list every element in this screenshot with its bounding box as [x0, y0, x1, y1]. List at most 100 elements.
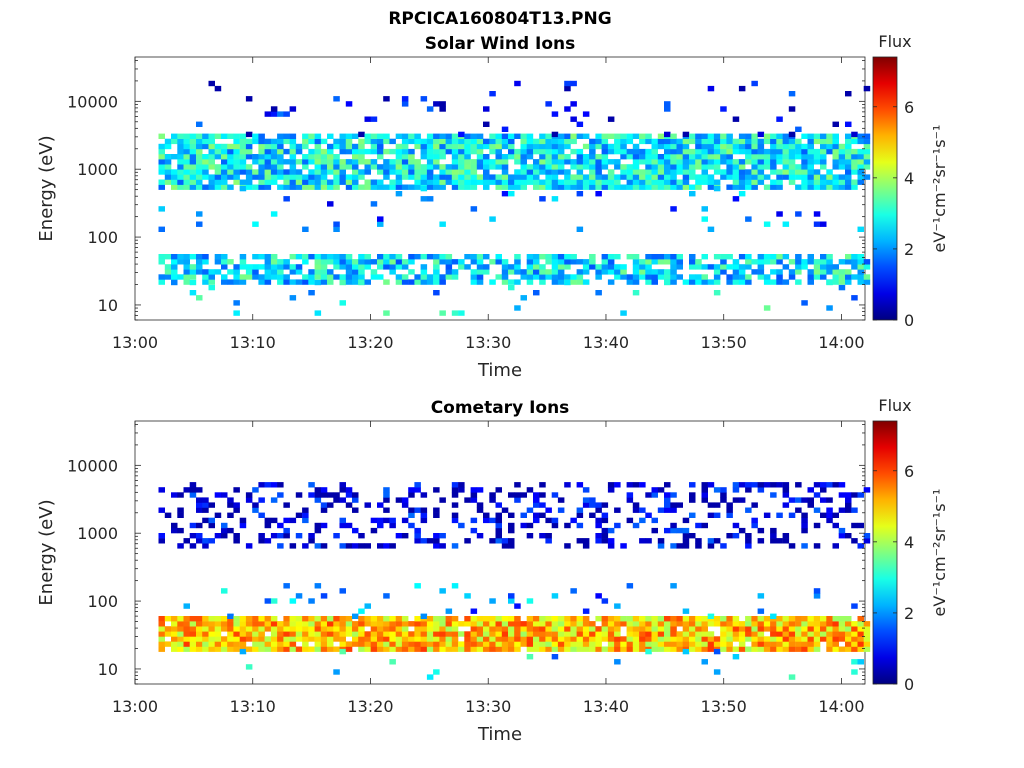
heatmap-cell: [632, 148, 640, 155]
heatmap-cell: [277, 636, 284, 642]
heatmap-cell: [501, 641, 509, 647]
heatmap-cell: [726, 254, 733, 260]
heatmap-cell: [327, 621, 334, 627]
heatmap-cell: [645, 254, 652, 260]
heatmap-cell: [408, 646, 415, 652]
heatmap-cell: [682, 543, 690, 549]
heatmap-cell: [639, 169, 646, 175]
heatmap-cell: [763, 138, 771, 145]
heatmap-cell: [845, 91, 852, 97]
heatmap-cell: [564, 264, 571, 270]
heatmap-cell: [483, 512, 490, 518]
heatmap-cell: [445, 143, 453, 150]
heatmap-cell: [401, 154, 409, 160]
heatmap-cell: [395, 616, 403, 622]
heatmap-cell: [751, 159, 758, 165]
heatmap-cell: [701, 264, 708, 270]
heatmap-cell: [420, 631, 428, 637]
heatmap-cell: [470, 164, 478, 170]
x-tick-label: 13:20: [347, 697, 393, 716]
heatmap-cell: [551, 626, 559, 632]
heatmap-cell: [252, 636, 259, 642]
heatmap-cell: [551, 174, 559, 180]
heatmap-cell: [820, 179, 827, 185]
heatmap-cell: [483, 106, 490, 112]
heatmap-cell: [395, 646, 403, 652]
heatmap-cell: [726, 138, 733, 145]
heatmap-cell: [826, 636, 833, 642]
heatmap-cell: [383, 517, 390, 524]
heatmap-cell: [626, 184, 634, 190]
heatmap-cell: [289, 143, 297, 150]
heatmap-cell: [607, 133, 615, 139]
heatmap-cell: [689, 169, 696, 175]
heatmap-cell: [158, 631, 165, 637]
heatmap-cell: [639, 274, 646, 280]
heatmap-cell: [458, 621, 465, 627]
heatmap-cell: [252, 641, 259, 647]
heatmap-cell: [501, 191, 509, 197]
heatmap-cell: [682, 148, 690, 155]
heatmap-cell: [813, 636, 821, 642]
heatmap-cell: [607, 487, 615, 493]
heatmap-cell: [838, 482, 846, 488]
heatmap-cell: [807, 174, 814, 180]
heatmap-cell: [526, 274, 534, 280]
heatmap-cell: [620, 148, 627, 155]
heatmap-cell: [533, 274, 540, 280]
heatmap-cell: [495, 538, 502, 544]
heatmap-cell: [295, 646, 303, 652]
heatmap-cell: [682, 179, 690, 185]
heatmap-cell: [476, 269, 484, 275]
heatmap-cell: [208, 174, 215, 180]
heatmap-cell: [695, 184, 702, 190]
heatmap-cell: [327, 636, 334, 642]
heatmap-cell: [682, 143, 690, 150]
heatmap-cell: [645, 512, 652, 518]
heatmap-cell: [414, 164, 421, 170]
heatmap-cell: [196, 636, 203, 642]
heatmap-cell: [539, 133, 546, 139]
heatmap-cell: [445, 646, 453, 652]
heatmap-cell: [863, 641, 871, 647]
heatmap-cell: [239, 648, 247, 655]
heatmap-cell: [526, 616, 534, 622]
heatmap-cell: [651, 279, 658, 285]
heatmap-cell: [776, 621, 783, 627]
heatmap-cell: [202, 159, 209, 165]
heatmap-cell: [745, 254, 752, 260]
heatmap-cell: [639, 154, 646, 160]
heatmap-cell: [177, 543, 184, 549]
heatmap-cell: [208, 631, 215, 637]
y-tick-label: 1000: [77, 524, 118, 543]
heatmap-cell: [177, 154, 184, 160]
heatmap-cell: [564, 626, 571, 632]
heatmap-cell: [545, 538, 552, 544]
heatmap-cell: [345, 159, 353, 165]
heatmap-cell: [470, 497, 478, 503]
heatmap-cell: [813, 138, 821, 145]
heatmap-cell: [851, 659, 858, 665]
heatmap-cell: [501, 269, 509, 275]
heatmap-cell: [614, 522, 621, 529]
heatmap-cell: [626, 646, 634, 652]
heatmap-cell: [576, 269, 584, 275]
heatmap-cell: [820, 154, 827, 160]
heatmap-cell: [738, 641, 746, 647]
heatmap-cell: [426, 184, 434, 190]
heatmap-cell: [557, 133, 565, 139]
heatmap-cell: [526, 507, 534, 513]
heatmap-cell: [813, 646, 821, 652]
heatmap-cell: [564, 106, 571, 112]
heatmap-cell: [695, 631, 702, 637]
heatmap-cell: [352, 259, 359, 265]
heatmap-cell: [164, 138, 172, 145]
heatmap-cell: [445, 616, 453, 622]
heatmap-cell: [214, 85, 222, 92]
heatmap-cell: [345, 502, 353, 508]
heatmap-cell: [358, 159, 365, 165]
heatmap-cell: [651, 159, 658, 165]
heatmap-cell: [202, 274, 209, 280]
heatmap-cell: [196, 254, 203, 260]
heatmap-cell: [314, 159, 322, 165]
